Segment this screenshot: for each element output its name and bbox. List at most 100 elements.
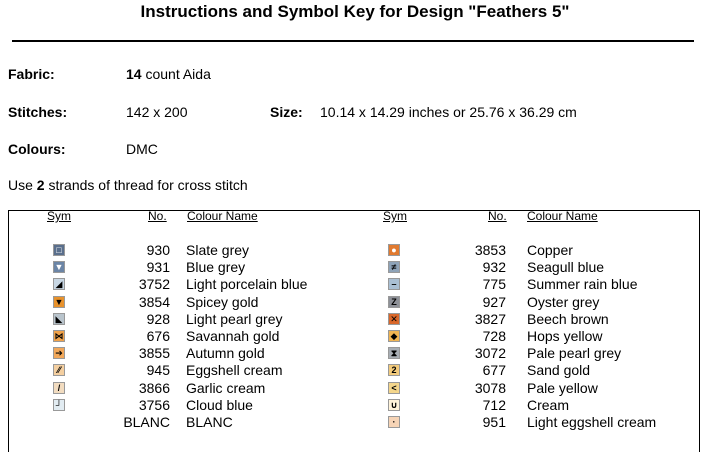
dmc-number: 945 — [146, 362, 170, 379]
symbol-swatch-icon: < — [388, 381, 400, 394]
colour-name: Slate grey — [186, 242, 250, 258]
key-row: / 3866 Garlic cream — [0, 380, 710, 397]
colour-name: Copper — [527, 242, 573, 258]
colours-label: Colours: — [8, 141, 66, 157]
symbol-swatch-icon: ⁄⁄ — [53, 364, 65, 377]
key-row: ◣ 928 Light pearl grey — [0, 311, 710, 328]
dmc-number: 3752 — [138, 276, 170, 293]
key-row: ▼ 3854 Spicey gold — [0, 294, 710, 311]
title-divider — [12, 40, 694, 42]
dmc-number: 951 — [482, 414, 506, 430]
symbol-swatch-icon: ∪ — [388, 398, 400, 411]
symbol-swatch-icon: ● — [388, 244, 400, 256]
colour-name: Light porcelain blue — [186, 276, 308, 293]
dmc-number: 3866 — [138, 379, 170, 396]
size-label: Size: — [270, 104, 303, 120]
symbol-swatch-icon: – — [388, 278, 400, 291]
dmc-number: 930 — [146, 242, 170, 258]
colour-name: Cream — [527, 396, 570, 413]
key-row: BLANC BLANC — [0, 414, 710, 431]
symbol-swatch-icon: 2 — [388, 364, 400, 377]
stitches-value: 142 x 200 — [126, 104, 188, 120]
colour-name: Autumn gold — [186, 345, 265, 362]
colour-name: Eggshell cream — [186, 362, 283, 379]
symbol-swatch-icon — [53, 416, 65, 428]
fabric-count: 14 — [126, 66, 142, 82]
dmc-number: 728 — [482, 328, 506, 344]
key-row: ≠ 932 Seagull blue — [0, 259, 710, 276]
dmc-number: BLANC — [123, 414, 170, 430]
header-sym-right: Sym — [383, 209, 407, 223]
colour-name: Summer rain blue — [527, 276, 638, 293]
colour-name: Oyster grey — [527, 293, 600, 310]
colour-name: Seagull blue — [527, 259, 605, 276]
header-no-left: No. — [148, 209, 167, 223]
symbol-swatch-icon: ⋈ — [53, 330, 65, 342]
symbol-swatch-icon: ⧗ — [388, 347, 400, 360]
dmc-number: 775 — [482, 276, 506, 293]
header-no-right: No. — [488, 209, 507, 223]
symbol-swatch-icon: Z — [388, 295, 400, 308]
key-row: ✕ 3827 Beech brown — [0, 311, 710, 328]
dmc-number: 3756 — [138, 396, 170, 413]
dmc-number: 927 — [482, 293, 506, 310]
dmc-number: 3072 — [474, 345, 506, 362]
size-value: 10.14 x 14.29 inches or 25.76 x 36.29 cm — [320, 104, 577, 120]
page-title: Instructions and Symbol Key for Design "… — [140, 2, 570, 21]
colour-name: Pale yellow — [527, 379, 598, 396]
colour-name: BLANC — [186, 414, 233, 430]
colour-name: Spicey gold — [186, 293, 259, 310]
colour-name: Hops yellow — [527, 328, 603, 344]
symbol-key-table — [8, 210, 700, 452]
thread-strands: 2 — [36, 177, 45, 193]
dmc-number: 931 — [146, 259, 170, 276]
symbol-swatch-icon: ◆ — [388, 330, 400, 342]
dmc-number: 712 — [482, 396, 506, 413]
symbol-swatch-icon: ▼ — [53, 261, 65, 274]
dmc-number: 3854 — [138, 293, 170, 310]
colour-name: Light eggshell cream — [527, 414, 657, 430]
colour-name: Garlic cream — [186, 379, 266, 396]
key-row: □ 930 Slate grey — [0, 242, 710, 259]
key-row: Z 927 Oyster grey — [0, 294, 710, 311]
key-row: ┘ 3756 Cloud blue — [0, 397, 710, 414]
colour-name: Blue grey — [186, 259, 246, 276]
symbol-swatch-icon: ┘ — [53, 398, 65, 411]
dmc-number: 3078 — [474, 379, 506, 396]
colour-name: Light pearl grey — [186, 310, 283, 327]
colour-name: Sand gold — [527, 362, 591, 379]
header-name-left: Colour Name — [187, 209, 258, 223]
colour-name: Beech brown — [527, 310, 609, 327]
symbol-swatch-icon: / — [53, 381, 65, 394]
colours-value: DMC — [126, 141, 158, 157]
symbol-swatch-icon: ➔ — [53, 347, 65, 360]
symbol-swatch-icon: ◢ — [53, 278, 65, 291]
dmc-number: 932 — [482, 259, 506, 276]
dmc-number: 677 — [482, 362, 506, 379]
key-row: ⋈ 676 Savannah gold — [0, 328, 710, 345]
colour-name: Pale pearl grey — [527, 345, 622, 362]
symbol-swatch-icon: ▼ — [53, 295, 65, 308]
key-row: 2 677 Sand gold — [0, 362, 710, 379]
colour-name: Savannah gold — [186, 328, 280, 344]
thread-note-post: strands of thread for cross stitch — [44, 177, 248, 193]
fabric-value: 14 count Aida — [126, 66, 211, 82]
key-row: ◢ 3752 Light porcelain blue — [0, 276, 710, 293]
key-row: ⧗ 3072 Pale pearl grey — [0, 345, 710, 362]
key-row: ◆ 728 Hops yellow — [0, 328, 710, 345]
key-row: · 951 Light eggshell cream — [0, 414, 710, 431]
dmc-number: 676 — [146, 328, 170, 344]
header-sym-left: Sym — [47, 209, 71, 223]
colour-name: Cloud blue — [186, 396, 253, 413]
key-row: ⁄⁄ 945 Eggshell cream — [0, 362, 710, 379]
key-row: – 775 Summer rain blue — [0, 276, 710, 293]
key-row: ∪ 712 Cream — [0, 397, 710, 414]
header-name-right: Colour Name — [527, 209, 598, 223]
key-row: ● 3853 Copper — [0, 242, 710, 259]
symbol-swatch-icon: ≠ — [388, 261, 400, 274]
key-row: ▼ 931 Blue grey — [0, 259, 710, 276]
fabric-label: Fabric: — [8, 66, 55, 82]
thread-note-pre: Use — [8, 177, 37, 193]
symbol-swatch-icon: ✕ — [388, 312, 400, 325]
key-row: ➔ 3855 Autumn gold — [0, 345, 710, 362]
